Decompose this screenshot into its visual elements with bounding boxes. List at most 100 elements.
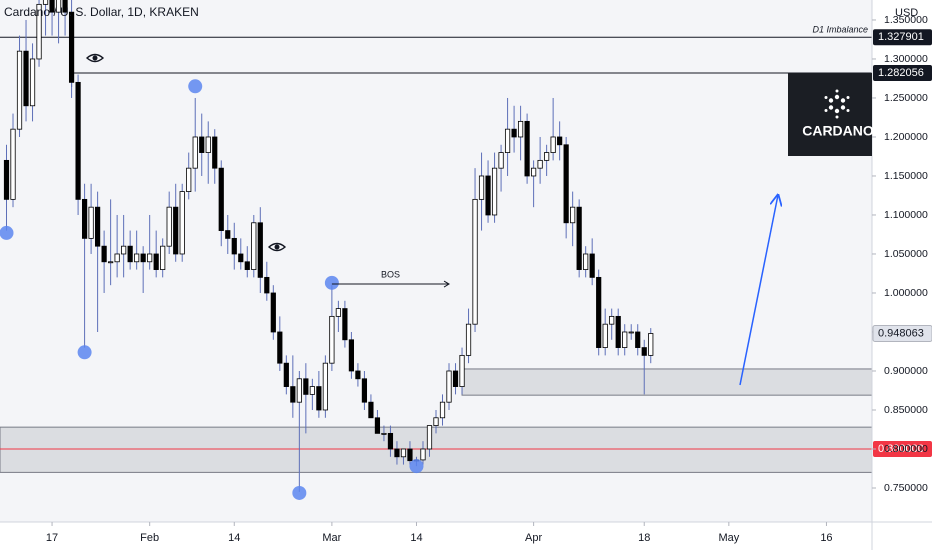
y-tick-label: 1.300000 (884, 53, 928, 65)
candle-body (283, 362, 289, 387)
candle-body (42, 0, 49, 5)
candle-body (114, 253, 120, 263)
y-tick-label: 1.250000 (884, 92, 928, 104)
logo: CARDANO (788, 73, 874, 156)
candle-body (381, 432, 387, 435)
candle-body (173, 206, 179, 255)
candle-body (29, 58, 36, 107)
x-tick-label: 16 (820, 532, 832, 544)
x-tick-label: May (718, 532, 739, 544)
bos-arrowhead (443, 280, 450, 288)
x-tick-label: Mar (322, 532, 341, 544)
candle-body (101, 245, 107, 263)
candle-body (257, 222, 263, 278)
candle-body (583, 253, 589, 270)
candle-body (459, 354, 465, 387)
candle-body (192, 136, 198, 169)
x-tick-label: Apr (525, 532, 542, 544)
candle-body (524, 120, 530, 177)
candle-body (563, 144, 569, 224)
price-tag-label: 1.282056 (878, 67, 924, 79)
candle-body (127, 245, 133, 263)
candle-body (465, 323, 472, 356)
x-tick-label: 14 (410, 532, 422, 544)
candle-body (68, 11, 75, 83)
candle-body (316, 386, 322, 411)
candle-body (368, 401, 374, 419)
candle-body (3, 159, 10, 200)
candle-body (296, 378, 302, 403)
eye-icon (85, 53, 105, 63)
x-tick-label: 17 (46, 532, 58, 544)
candle-body (322, 362, 328, 411)
candle-body (225, 230, 231, 239)
candle-body (439, 401, 446, 419)
candle-body (596, 276, 602, 348)
price-tag (873, 440, 932, 457)
candle-body (81, 198, 88, 239)
swing-marker (292, 485, 307, 500)
candle-body (23, 50, 29, 107)
last-price-label: 0.948063 (878, 327, 924, 339)
candle-body (557, 136, 563, 146)
candle-body (550, 136, 556, 153)
candle-body (498, 152, 504, 169)
candle-body (648, 333, 654, 356)
candle-body (251, 222, 257, 270)
candle-body (134, 253, 140, 263)
candle-body (277, 331, 283, 364)
y-tick-label: 0.850000 (884, 404, 928, 416)
candle-body (628, 331, 634, 334)
candle-body (517, 120, 524, 138)
candle-body (264, 276, 270, 294)
candle-body (537, 159, 543, 169)
y-tick-label: 1.150000 (884, 170, 928, 182)
currency-label: USD (895, 7, 918, 19)
candle-body (303, 378, 309, 395)
candle-body (49, 0, 55, 13)
price-tag (873, 64, 932, 81)
candle-body (485, 175, 491, 216)
candle-body (622, 331, 628, 348)
candle-body (452, 370, 459, 387)
candle-body (387, 432, 394, 450)
candle-body (491, 167, 498, 216)
candle-body (88, 206, 94, 239)
candle-body (10, 128, 16, 200)
candle-body (231, 237, 237, 255)
price-tag-label: 0.800000 (878, 443, 924, 455)
candle-body (329, 315, 335, 364)
candle-body (179, 191, 185, 255)
last-price-tag (872, 324, 932, 342)
candle-body (309, 386, 315, 395)
candle-body (433, 417, 439, 426)
candle-body (199, 136, 205, 153)
candle-body (205, 136, 211, 153)
candle-body (400, 448, 407, 458)
candle-body (504, 128, 511, 153)
swing-marker (0, 225, 14, 240)
candle-body (244, 261, 250, 270)
candle-body (361, 378, 368, 403)
candle-body (602, 323, 608, 348)
candle-body (290, 386, 296, 403)
y-tick-label: 1.050000 (884, 248, 928, 260)
candle-body (641, 347, 647, 356)
candle-body (218, 167, 224, 231)
candle-body (355, 370, 361, 380)
candle-body (615, 315, 621, 348)
candle-body (270, 292, 276, 333)
y-tick-label: 0.750000 (884, 482, 928, 494)
swing-marker (409, 459, 424, 474)
candle-body (238, 253, 244, 263)
candle-body (55, 0, 62, 13)
candle-body (478, 175, 485, 200)
candle-body (153, 253, 159, 270)
y-tick-label: 0.800000 (884, 443, 928, 455)
price-line-name: D1 Imbalance (812, 25, 868, 35)
candle-body (62, 0, 68, 13)
swing-marker (324, 275, 339, 290)
y-tick-label: 1.350000 (884, 14, 928, 26)
candle-body (212, 136, 218, 169)
